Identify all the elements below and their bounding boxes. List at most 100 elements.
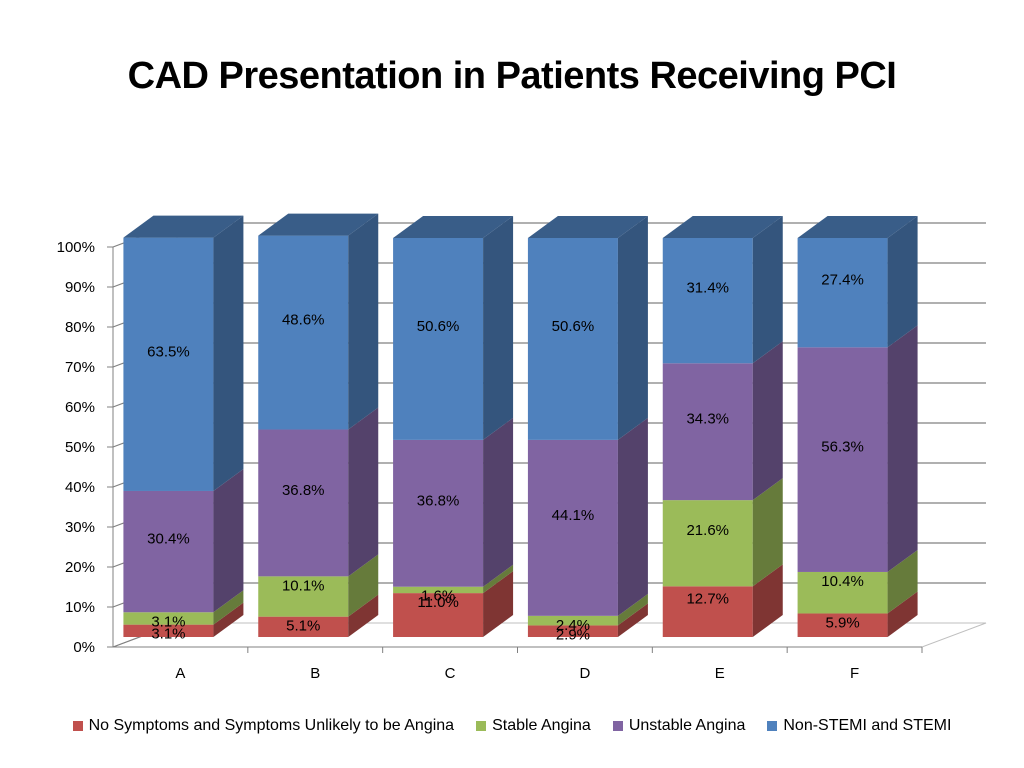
y-tick-label: 20% — [65, 559, 95, 576]
data-label: 5.1% — [286, 618, 320, 635]
bar-front — [527, 439, 618, 616]
bar-segment — [527, 603, 648, 637]
bar-segment — [527, 417, 648, 616]
data-label: 11.0% — [417, 594, 458, 611]
bar-side — [483, 216, 514, 440]
bar-side — [752, 478, 783, 587]
bar-front — [662, 586, 753, 637]
bar-segment — [393, 417, 514, 587]
y-tick-label: 10% — [65, 599, 95, 616]
bar-top — [393, 216, 514, 238]
bar-front — [797, 613, 888, 637]
data-label: 36.8% — [417, 492, 460, 509]
bar-segment — [393, 571, 514, 637]
y-tick-label: 60% — [65, 399, 95, 416]
bar-segment — [258, 594, 379, 637]
legend-label: Non-STEMI and STEMI — [783, 717, 952, 734]
legend-swatch — [72, 721, 83, 731]
bar-side — [348, 594, 379, 637]
bar-side — [617, 593, 648, 626]
bar-front — [797, 571, 888, 614]
bar-segment — [662, 216, 783, 364]
bar-segment — [123, 215, 244, 491]
legend-label: Unstable Angina — [628, 717, 746, 734]
bar-front — [527, 615, 618, 626]
legend-item: Unstable Angina — [612, 717, 746, 735]
bar-front — [527, 625, 618, 637]
data-label: 56.3% — [821, 439, 864, 456]
bar-side — [617, 417, 648, 616]
bar-segment — [797, 591, 918, 637]
legend-item: No Symptoms and Symptoms Unlikely to be … — [72, 717, 455, 735]
data-label: 10.1% — [282, 577, 325, 594]
bar-segment — [393, 564, 514, 594]
bar-front — [797, 238, 888, 348]
bar-top — [527, 216, 648, 238]
bar-side — [483, 417, 514, 587]
y-tick-label: 70% — [65, 359, 95, 376]
y-tick-label: 40% — [65, 479, 95, 496]
bar-segment — [258, 213, 379, 430]
y-tick-label: 90% — [65, 279, 95, 296]
data-label: 48.6% — [282, 312, 325, 329]
data-label: 21.6% — [686, 522, 729, 539]
data-label: 44.1% — [552, 507, 595, 524]
legend-swatch — [612, 721, 623, 731]
bar-segment — [797, 325, 918, 572]
x-tick-label: E — [715, 665, 725, 682]
bar-side — [617, 603, 648, 637]
data-label: 30.4% — [147, 531, 190, 548]
bar-side — [617, 216, 648, 440]
bar-front — [258, 616, 349, 637]
x-tick-label: A — [175, 665, 185, 682]
bar-segment — [662, 564, 783, 637]
bar-segment — [527, 593, 648, 626]
data-label: 27.4% — [821, 272, 864, 289]
bar-segment — [797, 216, 918, 348]
bar-top — [123, 215, 244, 238]
bar-side — [887, 549, 918, 614]
bar-segment — [258, 407, 379, 577]
data-label: 31.4% — [686, 280, 729, 297]
bar-front — [258, 576, 349, 617]
y-tick-label: 30% — [65, 519, 95, 536]
bar-segment — [123, 590, 244, 625]
data-label: 2.4% — [556, 617, 590, 634]
data-label: 2.9% — [556, 626, 590, 643]
bar-side — [213, 602, 244, 637]
data-label: 5.9% — [825, 614, 859, 631]
bar-side — [483, 571, 514, 637]
chart-data-labels: 3.1%3.1% 30.4% 63.5% 5.1% 10.1% 36.8% 48.6% 11.… — [147, 272, 864, 644]
y-tick-label: 0% — [73, 639, 95, 656]
chart-bars — [123, 213, 918, 637]
bar-top — [258, 213, 379, 236]
legend-label: No Symptoms and Symptoms Unlikely to be … — [88, 717, 455, 734]
bar-side — [752, 216, 783, 364]
data-label: 3.1% — [151, 613, 185, 630]
bar-side — [752, 564, 783, 637]
bar-front — [662, 238, 753, 364]
chart-title: CAD Presentation in Patients Receiving P… — [127, 55, 897, 97]
bar-side — [213, 215, 244, 491]
legend-item: Non-STEMI and STEMI — [767, 717, 951, 735]
legend-swatch — [476, 721, 487, 731]
bar-segment — [258, 554, 379, 617]
data-label: 1.6% — [421, 588, 455, 605]
bar-front — [393, 586, 484, 594]
bar-segment — [527, 216, 648, 440]
data-label: 12.7% — [686, 591, 729, 608]
x-tick-label: F — [850, 665, 859, 682]
bar-segment — [662, 478, 783, 587]
x-tick-label: D — [579, 665, 590, 682]
bar-front — [393, 439, 484, 587]
data-label: 63.5% — [147, 343, 190, 360]
stacked-bar-chart: 0%10%20%30%40%50%60%70%80%90%100%A B C D E F … — [57, 213, 987, 682]
bar-side — [348, 554, 379, 617]
bar-front — [123, 612, 214, 625]
bar-side — [752, 341, 783, 501]
bar-front — [527, 238, 618, 440]
chart-axes: 0% 10% 20% 30% 40% 50% 60% 70% 80% 90% 100% A B C D E F — [57, 239, 923, 682]
bar-side — [348, 213, 379, 430]
bar-front — [393, 238, 484, 440]
y-tick-label: 100% — [57, 239, 95, 256]
